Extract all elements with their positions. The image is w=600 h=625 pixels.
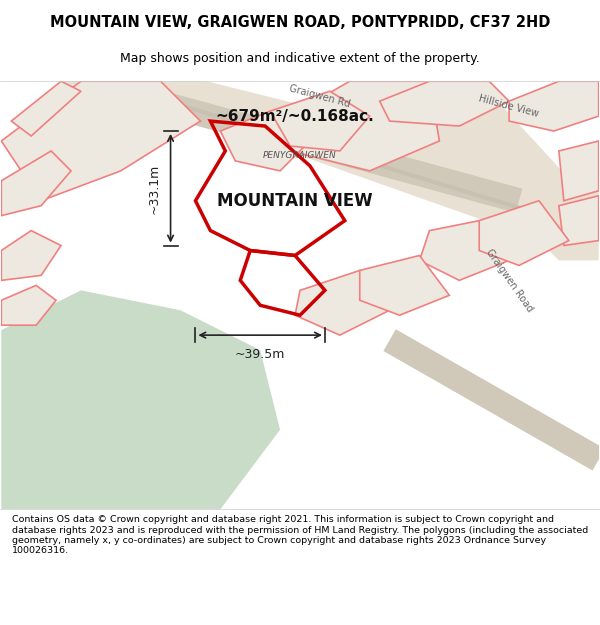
Text: Graigwen Rd: Graigwen Rd [289, 83, 352, 109]
Text: ~679m²/~0.168ac.: ~679m²/~0.168ac. [215, 109, 374, 124]
Polygon shape [559, 141, 599, 201]
Polygon shape [1, 231, 61, 281]
Polygon shape [419, 221, 509, 281]
Text: Map shows position and indicative extent of the property.: Map shows position and indicative extent… [120, 52, 480, 65]
Polygon shape [380, 81, 509, 126]
Polygon shape [1, 291, 280, 509]
Polygon shape [360, 256, 449, 315]
Polygon shape [1, 151, 71, 216]
Polygon shape [220, 111, 310, 171]
Polygon shape [51, 81, 579, 251]
Polygon shape [270, 91, 370, 151]
Text: MOUNTAIN VIEW, GRAIGWEN ROAD, PONTYPRIDD, CF37 2HD: MOUNTAIN VIEW, GRAIGWEN ROAD, PONTYPRIDD… [50, 15, 550, 30]
Polygon shape [479, 201, 569, 266]
Polygon shape [419, 81, 599, 261]
Text: Contains OS data © Crown copyright and database right 2021. This information is : Contains OS data © Crown copyright and d… [12, 515, 588, 556]
Polygon shape [509, 81, 599, 131]
Text: ~39.5m: ~39.5m [235, 348, 286, 361]
Text: ~33.1m: ~33.1m [148, 164, 161, 214]
Polygon shape [1, 286, 56, 325]
Text: PENYGRAIGWEN: PENYGRAIGWEN [263, 151, 337, 161]
Polygon shape [295, 271, 389, 335]
Polygon shape [11, 81, 81, 136]
Polygon shape [280, 81, 439, 171]
Text: Hillside View: Hillside View [478, 93, 540, 119]
Text: Graigwen Road: Graigwen Road [484, 247, 535, 314]
Polygon shape [1, 81, 200, 201]
Polygon shape [559, 196, 599, 246]
Text: MOUNTAIN VIEW: MOUNTAIN VIEW [217, 192, 373, 210]
